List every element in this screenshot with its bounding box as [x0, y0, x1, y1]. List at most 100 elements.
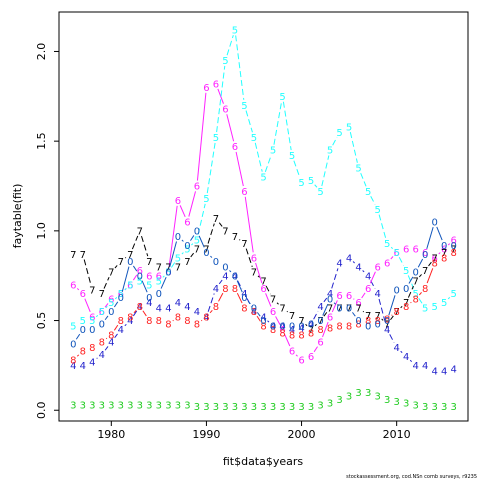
data-point: 3: [99, 400, 105, 411]
data-point: 0: [422, 250, 428, 261]
data-point: 6: [194, 182, 200, 193]
data-point: 8: [89, 343, 95, 354]
data-point: 7: [251, 268, 257, 279]
data-point: 4: [451, 365, 457, 376]
data-point: 0: [451, 241, 457, 252]
data-point: 3: [232, 402, 238, 413]
series-segment: [353, 298, 355, 300]
series-segment: [83, 259, 92, 285]
data-point: 5: [222, 56, 228, 67]
data-point: 0: [346, 304, 352, 315]
series-segment: [218, 292, 224, 302]
data-point: 3: [89, 400, 95, 411]
data-point: 8: [432, 259, 438, 270]
series-segment: [322, 303, 329, 316]
series-segment: [160, 276, 167, 289]
data-point: 6: [70, 280, 76, 291]
data-point: 6: [203, 83, 209, 94]
data-point: 6: [260, 284, 266, 295]
series-segment: [235, 35, 245, 100]
series-segment: [447, 243, 451, 246]
series-segment: [121, 266, 130, 293]
data-point: 8: [355, 320, 361, 331]
series-segment: [410, 301, 412, 304]
series-segment: [378, 214, 387, 239]
data-point: 4: [422, 361, 428, 372]
series-segment: [331, 268, 339, 289]
data-point: 7: [260, 277, 266, 288]
series-segment: [132, 265, 138, 272]
series-segment: [293, 160, 301, 178]
data-point: 8: [441, 253, 447, 264]
data-point: 6: [108, 295, 114, 306]
data-point: 0: [70, 339, 76, 350]
data-point: 3: [384, 395, 390, 406]
series-segment: [257, 275, 260, 278]
data-point: 3: [289, 402, 295, 413]
data-point: 3: [213, 402, 219, 413]
data-point: 0: [213, 257, 219, 268]
series-segment: [438, 252, 441, 255]
data-point: 4: [99, 350, 105, 361]
data-point: 4: [317, 302, 323, 313]
data-point: 8: [317, 325, 323, 336]
data-point: 6: [308, 352, 314, 363]
series-segment: [314, 184, 318, 188]
series-segment: [390, 256, 394, 260]
data-point: 5: [412, 289, 418, 300]
data-point: 6: [384, 259, 390, 270]
data-point: 3: [156, 400, 162, 411]
series-segment: [114, 333, 118, 338]
data-point: 5: [118, 289, 124, 300]
data-point: 7: [336, 304, 342, 315]
series-segment: [168, 205, 178, 267]
series-segment: [352, 261, 355, 264]
series-segment: [131, 235, 139, 250]
data-point: 4: [146, 298, 152, 309]
series-segment: [284, 334, 291, 347]
series-segment: [408, 276, 414, 284]
data-point: 5: [298, 178, 304, 189]
series-segment: [124, 323, 127, 327]
series-segment: [75, 333, 81, 340]
data-point: 8: [241, 304, 247, 315]
series-segment: [418, 297, 423, 304]
data-point: 7: [222, 226, 228, 237]
y-axis-title: faytable(fit): [11, 184, 24, 249]
series-segment: [400, 350, 403, 354]
data-point: 7: [108, 268, 114, 279]
data-point: 0: [441, 241, 447, 252]
series-segment: [362, 270, 365, 273]
data-point: 7: [232, 232, 238, 243]
series-segment: [267, 320, 270, 323]
data-point: 3: [422, 402, 428, 413]
data-point: 8: [336, 322, 342, 333]
data-point: 7: [203, 244, 209, 255]
data-point: 5: [89, 316, 95, 327]
data-point: 5: [279, 92, 285, 103]
data-point: 8: [393, 307, 399, 318]
data-point: 6: [355, 298, 361, 309]
data-point: 4: [80, 361, 86, 372]
data-point: 8: [99, 338, 105, 349]
y-tick-label: 1.5: [35, 132, 48, 150]
data-point: 8: [422, 284, 428, 295]
data-point: 6: [241, 187, 247, 198]
series-segment: [181, 239, 184, 242]
series-segment: [162, 275, 165, 278]
data-point: 8: [213, 302, 219, 313]
y-axis: 0.0 0.5 1.0 1.5 2.0: [35, 43, 59, 419]
data-point: 5: [70, 322, 76, 333]
data-point: 0: [365, 322, 371, 333]
data-point: 4: [346, 253, 352, 264]
data-point: 7: [432, 253, 438, 264]
x-tick-label: 2010: [383, 428, 411, 441]
series-segment: [352, 312, 356, 317]
data-point: 5: [384, 239, 390, 250]
data-point: 5: [251, 133, 257, 144]
